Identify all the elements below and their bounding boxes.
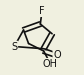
Text: O: O: [53, 50, 61, 61]
Text: S: S: [11, 41, 17, 52]
Text: OH: OH: [43, 59, 58, 69]
Text: F: F: [39, 6, 45, 16]
